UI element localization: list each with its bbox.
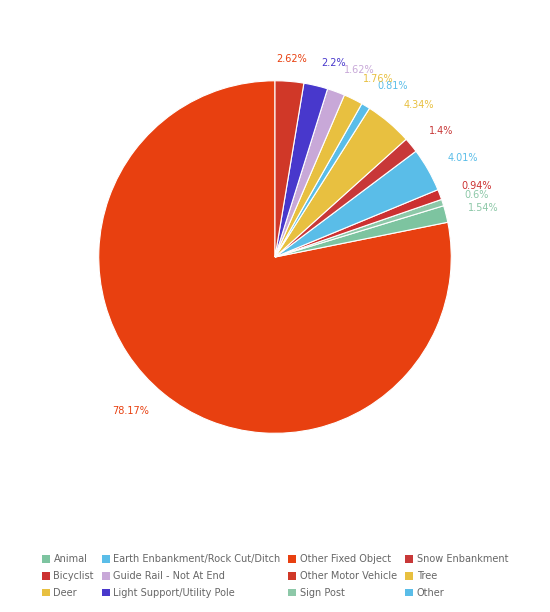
Wedge shape xyxy=(275,108,406,257)
Wedge shape xyxy=(275,81,304,257)
Text: 1.76%: 1.76% xyxy=(364,73,394,84)
Wedge shape xyxy=(275,89,344,257)
Text: 2.62%: 2.62% xyxy=(276,53,307,64)
Text: 4.01%: 4.01% xyxy=(448,154,478,163)
Text: 78.17%: 78.17% xyxy=(112,406,149,416)
Wedge shape xyxy=(275,190,442,257)
Text: 2.2%: 2.2% xyxy=(321,58,346,69)
Wedge shape xyxy=(275,83,328,257)
Wedge shape xyxy=(99,81,451,433)
Text: 1.62%: 1.62% xyxy=(344,65,375,75)
Wedge shape xyxy=(275,139,416,257)
Legend: Animal, Bicyclist, Deer, Earth Enbankment/Rock Cut/Ditch, Guide Rail - Not At En: Animal, Bicyclist, Deer, Earth Enbankmen… xyxy=(39,551,511,601)
Wedge shape xyxy=(275,200,444,257)
Text: 0.81%: 0.81% xyxy=(377,81,408,91)
Text: 1.54%: 1.54% xyxy=(468,203,499,214)
Text: 0.6%: 0.6% xyxy=(464,190,489,201)
Text: 0.94%: 0.94% xyxy=(461,181,492,192)
Text: 1.4%: 1.4% xyxy=(429,125,453,135)
Wedge shape xyxy=(275,95,362,257)
Text: 4.34%: 4.34% xyxy=(404,100,434,110)
Wedge shape xyxy=(275,151,438,257)
Wedge shape xyxy=(275,103,370,257)
Wedge shape xyxy=(275,206,448,257)
